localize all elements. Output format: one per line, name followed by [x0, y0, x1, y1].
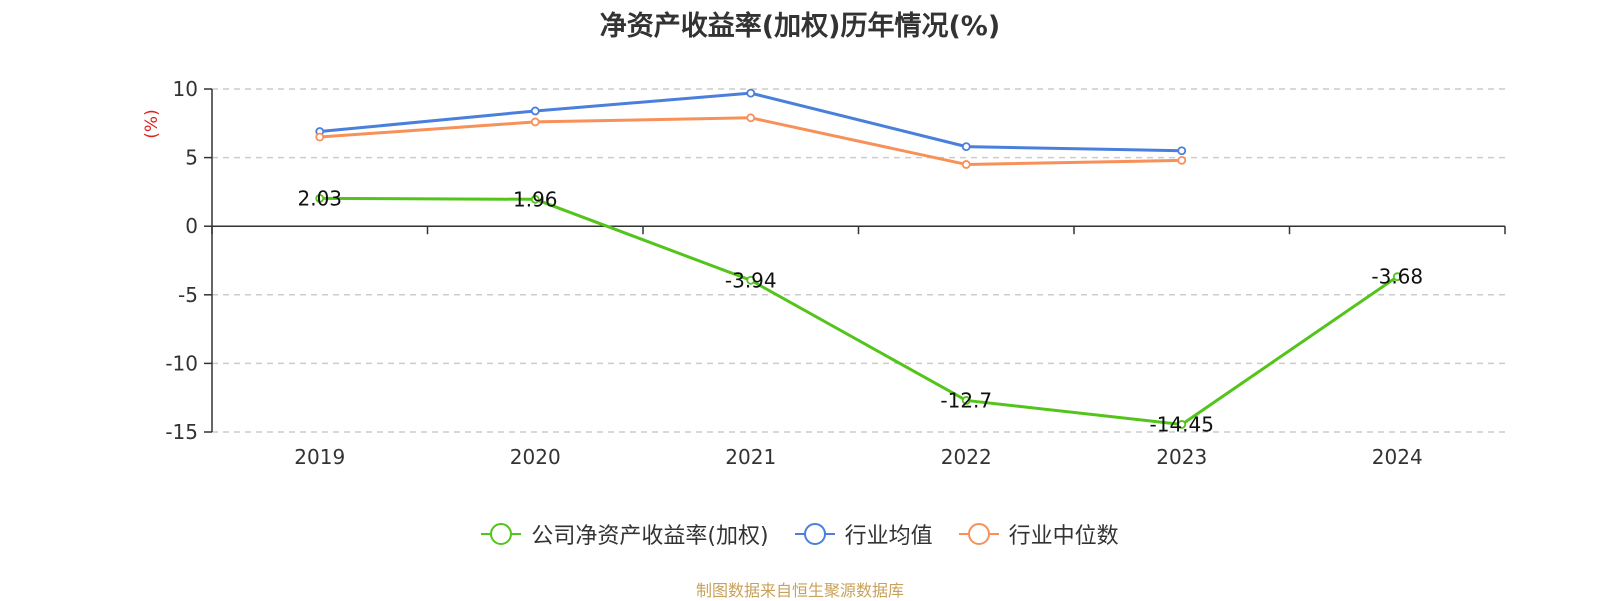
data-point [315, 193, 325, 203]
data-label: -3.68 [1371, 265, 1423, 289]
data-label: 2.03 [297, 186, 342, 210]
legend-label: 行业均值 [844, 524, 933, 549]
series-line [319, 196, 1399, 426]
data-point [1177, 146, 1187, 156]
y-tick-label: -15 [165, 420, 198, 444]
data-point [1177, 155, 1187, 165]
data-point [530, 117, 540, 127]
data-labels: 2.03 1.96 -3.94 -12.7 -14.45 -3.68 [297, 186, 1423, 436]
legend: 公司净资产收益率(加权) 行业均值 行业中位数 [0, 518, 1600, 550]
data-point [746, 113, 756, 123]
legend-swatch-icon [794, 523, 835, 545]
y-tick-label: 5 [185, 146, 198, 170]
x-tick-label: 2019 [294, 445, 345, 469]
data-point [1392, 272, 1402, 282]
data-point [1177, 420, 1187, 429]
x-tick-label: 2022 [941, 445, 992, 469]
legend-swatch-icon [958, 523, 999, 545]
y-tick-label: -10 [165, 351, 198, 375]
data-point [961, 160, 971, 169]
legend-label: 公司净资产收益率(加权) [531, 524, 769, 549]
axes: 10 5 0 -5 -10 -15 2019 2020 2021 2022 2023 2024 [165, 77, 1506, 469]
data-point [530, 194, 540, 204]
data-point [315, 132, 325, 142]
legend-item-industry-mean[interactable]: 行业均值 [794, 518, 933, 550]
x-tick-label: 2024 [1372, 445, 1423, 469]
data-label: -3.94 [725, 268, 777, 292]
data-source-note: 制图数据来自恒生聚源数据库 [695, 581, 904, 600]
data-label: -14.45 [1150, 412, 1214, 436]
data-label: 1.96 [513, 187, 558, 211]
x-tick-label: 2023 [1156, 445, 1207, 469]
data-point [746, 88, 756, 98]
data-point [746, 275, 756, 285]
data-label: -12.7 [940, 388, 992, 412]
y-axis-title: (%) [142, 109, 162, 138]
y-tick-label: 10 [173, 77, 198, 101]
data-point [961, 142, 971, 152]
data-point [961, 396, 971, 405]
legend-item-industry-median[interactable]: 行业中位数 [958, 518, 1119, 550]
x-tick-label: 2021 [725, 445, 776, 469]
legend-label: 行业中位数 [1008, 524, 1119, 549]
legend-item-company[interactable]: 公司净资产收益率(加权) [481, 518, 769, 550]
y-tick-label: 0 [185, 214, 198, 238]
y-tick-label: -5 [178, 283, 198, 307]
x-tick-label: 2020 [510, 445, 561, 469]
data-point [530, 106, 540, 116]
chart-title: 净资产收益率(加权)历年情况(%) [599, 11, 1001, 42]
series-lines [315, 88, 1402, 429]
legend-swatch-icon [481, 523, 522, 545]
